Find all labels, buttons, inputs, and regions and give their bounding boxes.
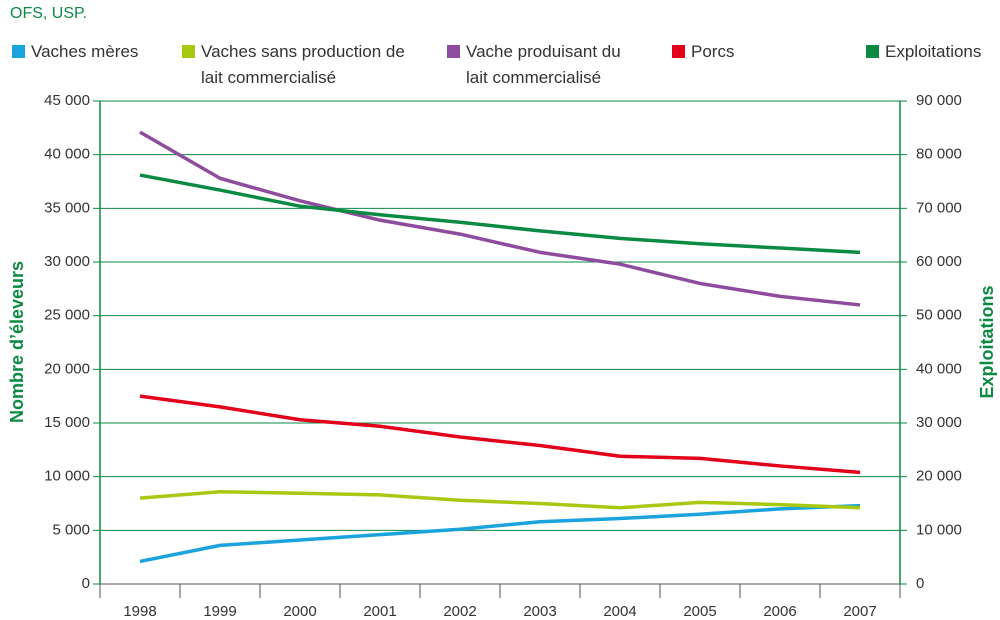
y-tick-label: 30 000: [44, 253, 90, 270]
x-tick-label: 1998: [123, 603, 156, 620]
legend-swatch: [182, 45, 195, 58]
y-tick-label: 25 000: [44, 307, 90, 324]
legend-label: Vaches mères: [31, 42, 139, 61]
y-axis-title: Nombre d’éleveurs: [7, 261, 27, 423]
y2-tick-label: 20 000: [916, 468, 962, 485]
y-tick-label: 20 000: [44, 360, 90, 377]
y-tick-label: 5 000: [52, 521, 90, 538]
legend-item: Porcs: [672, 39, 772, 65]
y-tick-label: 0: [82, 575, 90, 592]
legend-label: Vaches sans production de lait commercia…: [201, 42, 405, 87]
x-tick-label: 2006: [763, 603, 796, 620]
x-tick-label: 2003: [523, 603, 556, 620]
y-tick-label: 15 000: [44, 414, 90, 431]
x-tick-label: 2001: [363, 603, 396, 620]
legend-swatch: [447, 45, 460, 58]
x-tick-label: 1999: [203, 603, 236, 620]
y2-tick-label: 30 000: [916, 414, 962, 431]
source: OFS, USP.: [10, 5, 88, 22]
y2-tick-label: 0: [916, 575, 924, 592]
legend-label: Porcs: [691, 42, 735, 61]
y2-tick-label: 40 000: [916, 360, 962, 377]
series-line: [139, 394, 861, 475]
y2-tick-label: 80 000: [916, 146, 962, 163]
x-tick-label: 2005: [683, 603, 716, 620]
legend-label: Vache produisant du lait commercialisé: [466, 42, 621, 87]
legend-item: Vaches mères: [12, 39, 172, 65]
legend-label: Exploitations: [885, 42, 982, 61]
x-tick-label: 2007: [843, 603, 876, 620]
y2-tick-label: 60 000: [916, 253, 962, 270]
legend-swatch: [866, 45, 879, 58]
series-line: [139, 503, 861, 564]
y2-tick-label: 10 000: [916, 521, 962, 538]
y-tick-label: 40 000: [44, 146, 90, 163]
legend-item: Vaches sans production de lait commercia…: [182, 39, 407, 91]
y2-tick-label: 70 000: [916, 199, 962, 216]
legend-item: Vache produisant du lait commercialisé: [447, 39, 642, 91]
y-tick-label: 45 000: [44, 92, 90, 109]
y-tick-label: 10 000: [44, 468, 90, 485]
y2-tick-label: 90 000: [916, 92, 962, 109]
x-tick-label: 2002: [443, 603, 476, 620]
series-line: [139, 173, 861, 255]
series-line: [139, 130, 861, 307]
y2-tick-label: 50 000: [916, 307, 962, 324]
y2-axis-title: Exploitations: [977, 285, 997, 398]
x-tick-label: 2004: [603, 603, 636, 620]
y-tick-label: 35 000: [44, 199, 90, 216]
legend-swatch: [672, 45, 685, 58]
legend-swatch: [12, 45, 25, 58]
x-tick-label: 2000: [283, 603, 316, 620]
series-line: [139, 489, 861, 510]
legend-item: Exploitations: [866, 39, 1000, 65]
